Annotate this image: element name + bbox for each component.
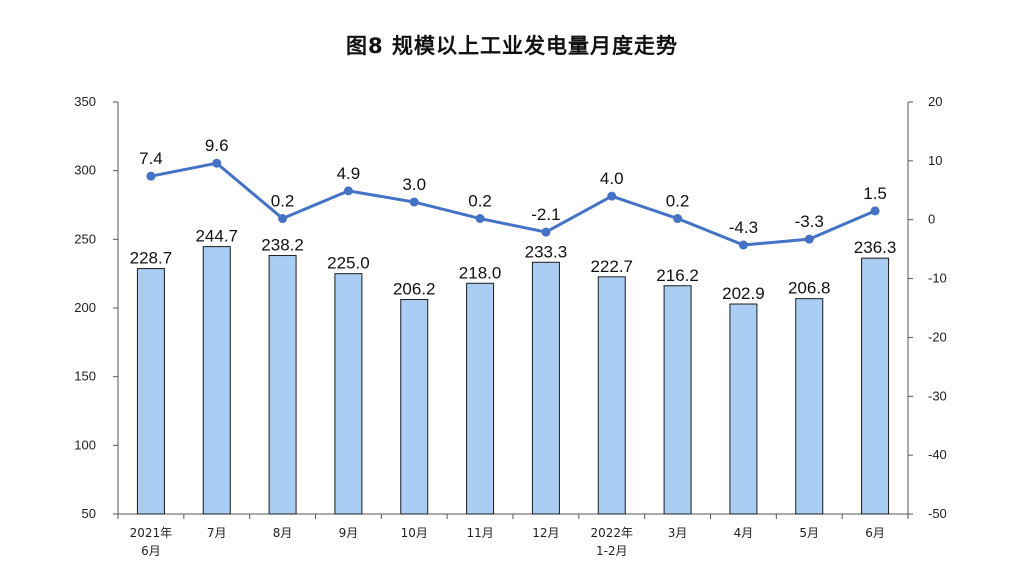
bar <box>334 273 363 515</box>
bar <box>400 298 429 515</box>
x-category-label: 12月 <box>532 526 559 540</box>
x-category-label: 4月 <box>734 526 754 540</box>
growth-value-label: 4.0 <box>600 169 624 188</box>
bar-value-label: 233.3 <box>525 242 568 261</box>
growth-point <box>278 214 288 224</box>
bar-value-label: 216.2 <box>656 266 699 285</box>
growth-value-label: -4.3 <box>729 218 758 237</box>
left-tick-label: 250 <box>74 231 96 246</box>
x-category-label: 9月 <box>339 526 359 540</box>
growth-point <box>409 197 419 207</box>
x-category-label: 3月 <box>668 526 688 540</box>
bar-value-label: 206.8 <box>788 279 831 298</box>
bar-value-label: 202.9 <box>722 284 765 303</box>
bar <box>729 303 758 515</box>
bar-value-label: 236.3 <box>854 238 897 257</box>
left-tick-label: 200 <box>74 300 96 315</box>
x-category-label: 5月 <box>799 526 819 540</box>
bar-value-label: 222.7 <box>590 257 633 276</box>
chart-title: 图8 规模以上工业发电量月度走势 <box>346 34 678 58</box>
growth-value-label: 4.9 <box>337 164 361 183</box>
x-category-label: 8月 <box>273 526 293 540</box>
growth-point <box>870 206 880 216</box>
bar <box>466 282 495 515</box>
bar <box>861 257 890 515</box>
bar <box>136 268 165 515</box>
bar <box>795 298 824 515</box>
right-tick-label: -10 <box>928 271 947 286</box>
growth-value-label: 9.6 <box>205 136 229 155</box>
right-tick-label: -20 <box>928 329 947 344</box>
growth-value-label: 0.2 <box>468 192 492 211</box>
left-tick-label: 300 <box>74 163 96 178</box>
growth-point <box>804 234 814 244</box>
bar <box>597 276 626 515</box>
left-tick-label: 150 <box>74 369 96 384</box>
x-category-label: 6月 <box>865 526 885 540</box>
x-category-label: 6月 <box>141 544 161 558</box>
growth-point <box>541 227 551 237</box>
bar-value-label: 228.7 <box>130 249 173 268</box>
left-tick-label: 100 <box>74 437 96 452</box>
x-category-label: 1-2月 <box>596 544 628 558</box>
bar-value-label: 206.2 <box>393 279 436 298</box>
right-tick-label: 10 <box>928 153 942 168</box>
bar-value-label: 218.0 <box>459 263 502 282</box>
right-tick-label: -30 <box>928 388 947 403</box>
bar <box>531 261 560 515</box>
growth-point <box>673 214 683 224</box>
bar <box>663 285 692 515</box>
growth-point <box>475 214 485 224</box>
growth-value-label: -2.1 <box>531 205 560 224</box>
x-category-label: 2021年 <box>130 526 173 540</box>
bar <box>268 255 297 515</box>
bar-value-label: 225.0 <box>327 254 370 273</box>
x-category-label: 7月 <box>207 526 227 540</box>
growth-point <box>343 186 353 196</box>
growth-value-label: 1.5 <box>863 184 887 203</box>
right-tick-label: -40 <box>928 447 947 462</box>
growth-point <box>146 171 156 181</box>
growth-line <box>150 161 876 247</box>
growth-point <box>738 240 748 250</box>
growth-value-label: 0.2 <box>271 192 295 211</box>
growth-value-label: 7.4 <box>139 149 163 168</box>
growth-value-label: 0.2 <box>666 192 690 211</box>
growth-value-label: 3.0 <box>402 175 426 194</box>
bar-value-label: 238.2 <box>261 236 304 255</box>
right-tick-label: 0 <box>928 212 935 227</box>
left-tick-label: 350 <box>74 94 96 109</box>
x-category-label: 11月 <box>466 526 493 540</box>
right-tick-label: -50 <box>928 506 947 521</box>
growth-value-label: -3.3 <box>795 212 824 231</box>
bar-value-label: 244.7 <box>195 227 238 246</box>
bar <box>202 246 231 515</box>
left-tick-label: 50 <box>82 506 96 521</box>
right-tick-label: 20 <box>928 94 942 109</box>
x-category-label: 2022年 <box>590 526 633 540</box>
x-category-label: 10月 <box>401 526 428 540</box>
growth-point <box>607 191 617 201</box>
growth-point <box>212 158 222 168</box>
